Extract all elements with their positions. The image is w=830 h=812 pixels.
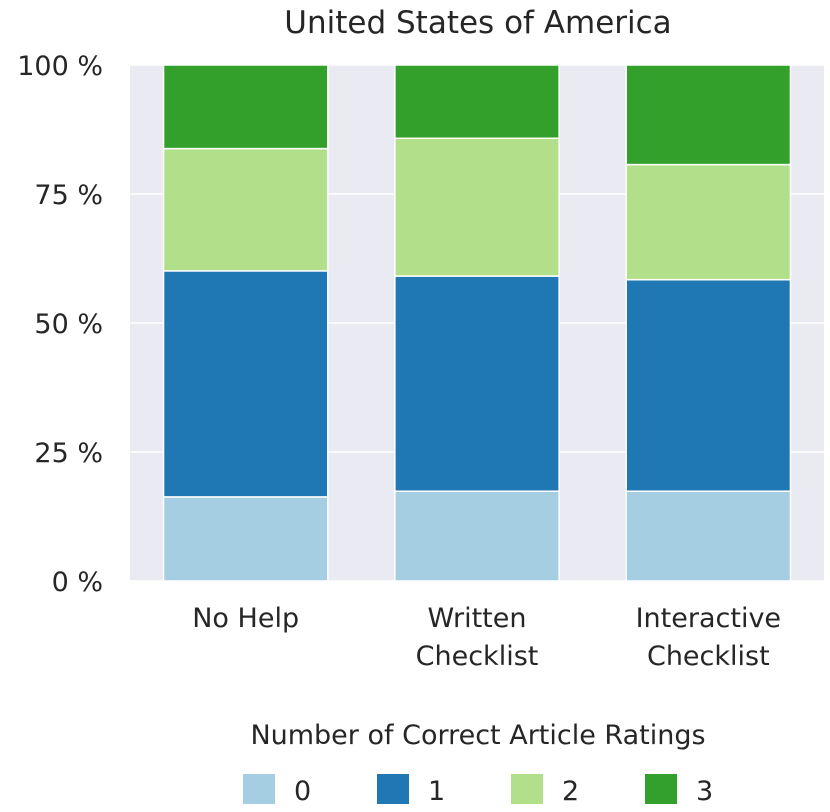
y-tick-label: 25 %	[34, 438, 103, 469]
bar-segment-1	[162, 270, 329, 498]
y-tick-label: 0 %	[52, 567, 103, 598]
legend-swatch-0	[243, 774, 275, 804]
bar-segment-2	[162, 147, 329, 272]
legend-swatch-2	[511, 774, 543, 804]
legend-label: 2	[562, 776, 579, 807]
x-tick-label: Interactive Checklist	[636, 603, 781, 672]
y-tick-label: 75 %	[34, 180, 103, 211]
legend-swatch-1	[377, 774, 409, 804]
bar-segment-3	[625, 64, 792, 166]
bar-segment-2	[394, 137, 560, 277]
legend-label: 0	[294, 776, 311, 807]
bar-segment-0	[162, 496, 329, 582]
x-tick-label: No Help	[192, 603, 299, 634]
legend: 0 1 2 3	[243, 774, 713, 807]
legend-swatch-3	[645, 774, 677, 804]
bars	[162, 64, 792, 582]
bar-segment-1	[394, 275, 560, 492]
bar-segment-2	[625, 163, 792, 281]
bar-segment-3	[162, 64, 329, 150]
legend-label: 3	[696, 776, 713, 807]
legend-title: Number of Correct Article Ratings	[250, 720, 705, 751]
bar-segment-1	[625, 278, 792, 492]
x-tick-label: Written Checklist	[416, 603, 539, 672]
bar-segment-0	[625, 490, 792, 582]
x-axis-tick-labels: No Help Written Checklist Interactive Checkl…	[192, 603, 781, 672]
legend-label: 1	[428, 776, 445, 807]
chart-title: United States of America	[284, 5, 671, 41]
y-tick-label: 50 %	[34, 309, 103, 340]
y-tick-label: 100 %	[17, 51, 103, 82]
bar-segment-0	[394, 490, 560, 582]
bar-segment-3	[394, 64, 560, 140]
y-axis-tick-labels: 0 % 25 % 50 % 75 % 100 %	[17, 51, 103, 598]
